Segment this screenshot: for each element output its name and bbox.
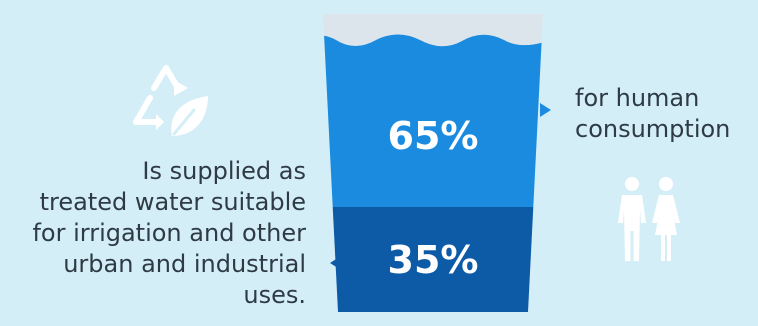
description-line: urban and industrial — [63, 250, 306, 278]
description-line: consumption — [575, 115, 731, 143]
description-line: uses. — [243, 281, 306, 309]
description-line: treated water suitable — [39, 188, 306, 216]
description-line: for irrigation and other — [32, 219, 306, 247]
treated-water-description: Is supplied as treated water suitable fo… — [0, 156, 306, 311]
right-pointer-arrow — [540, 103, 551, 117]
recycle-leaf-icon — [133, 65, 208, 136]
description-line: for human — [575, 84, 700, 112]
lower-percent-label: 35% — [387, 238, 479, 282]
people-icon — [618, 177, 680, 261]
upper-percent-label: 65% — [387, 114, 479, 158]
lower-water-segment — [323, 207, 543, 312]
left-pointer-arrow — [330, 256, 341, 270]
upper-water-segment — [323, 34, 543, 207]
description-line: Is supplied as — [142, 157, 306, 185]
human-consumption-description: for human consumption — [575, 83, 755, 145]
